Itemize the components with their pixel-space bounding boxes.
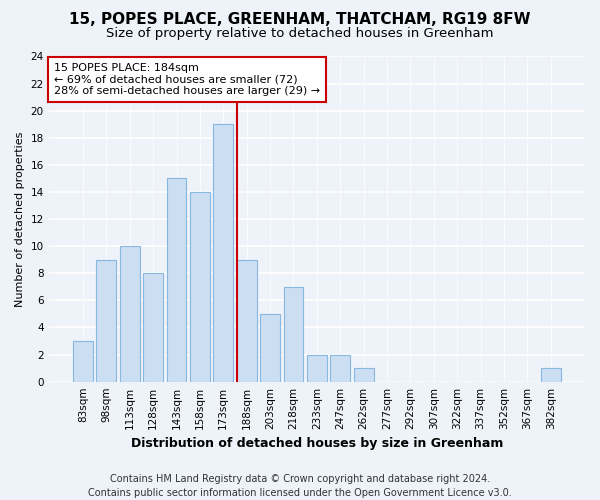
Bar	[353, 368, 374, 382]
Y-axis label: Number of detached properties: Number of detached properties	[15, 132, 25, 307]
Bar	[190, 192, 210, 382]
Bar	[237, 260, 257, 382]
Bar	[120, 246, 140, 382]
Text: 15, POPES PLACE, GREENHAM, THATCHAM, RG19 8FW: 15, POPES PLACE, GREENHAM, THATCHAM, RG1…	[69, 12, 531, 28]
Bar	[167, 178, 187, 382]
Bar	[307, 354, 327, 382]
Text: Contains HM Land Registry data © Crown copyright and database right 2024.
Contai: Contains HM Land Registry data © Crown c…	[88, 474, 512, 498]
Bar	[143, 274, 163, 382]
Bar	[260, 314, 280, 382]
Text: Size of property relative to detached houses in Greenham: Size of property relative to detached ho…	[106, 28, 494, 40]
X-axis label: Distribution of detached houses by size in Greenham: Distribution of detached houses by size …	[131, 437, 503, 450]
Bar	[284, 287, 304, 382]
Bar	[97, 260, 116, 382]
Bar	[214, 124, 233, 382]
Text: 15 POPES PLACE: 184sqm
← 69% of detached houses are smaller (72)
28% of semi-det: 15 POPES PLACE: 184sqm ← 69% of detached…	[54, 63, 320, 96]
Bar	[330, 354, 350, 382]
Bar	[541, 368, 560, 382]
Bar	[73, 341, 93, 382]
